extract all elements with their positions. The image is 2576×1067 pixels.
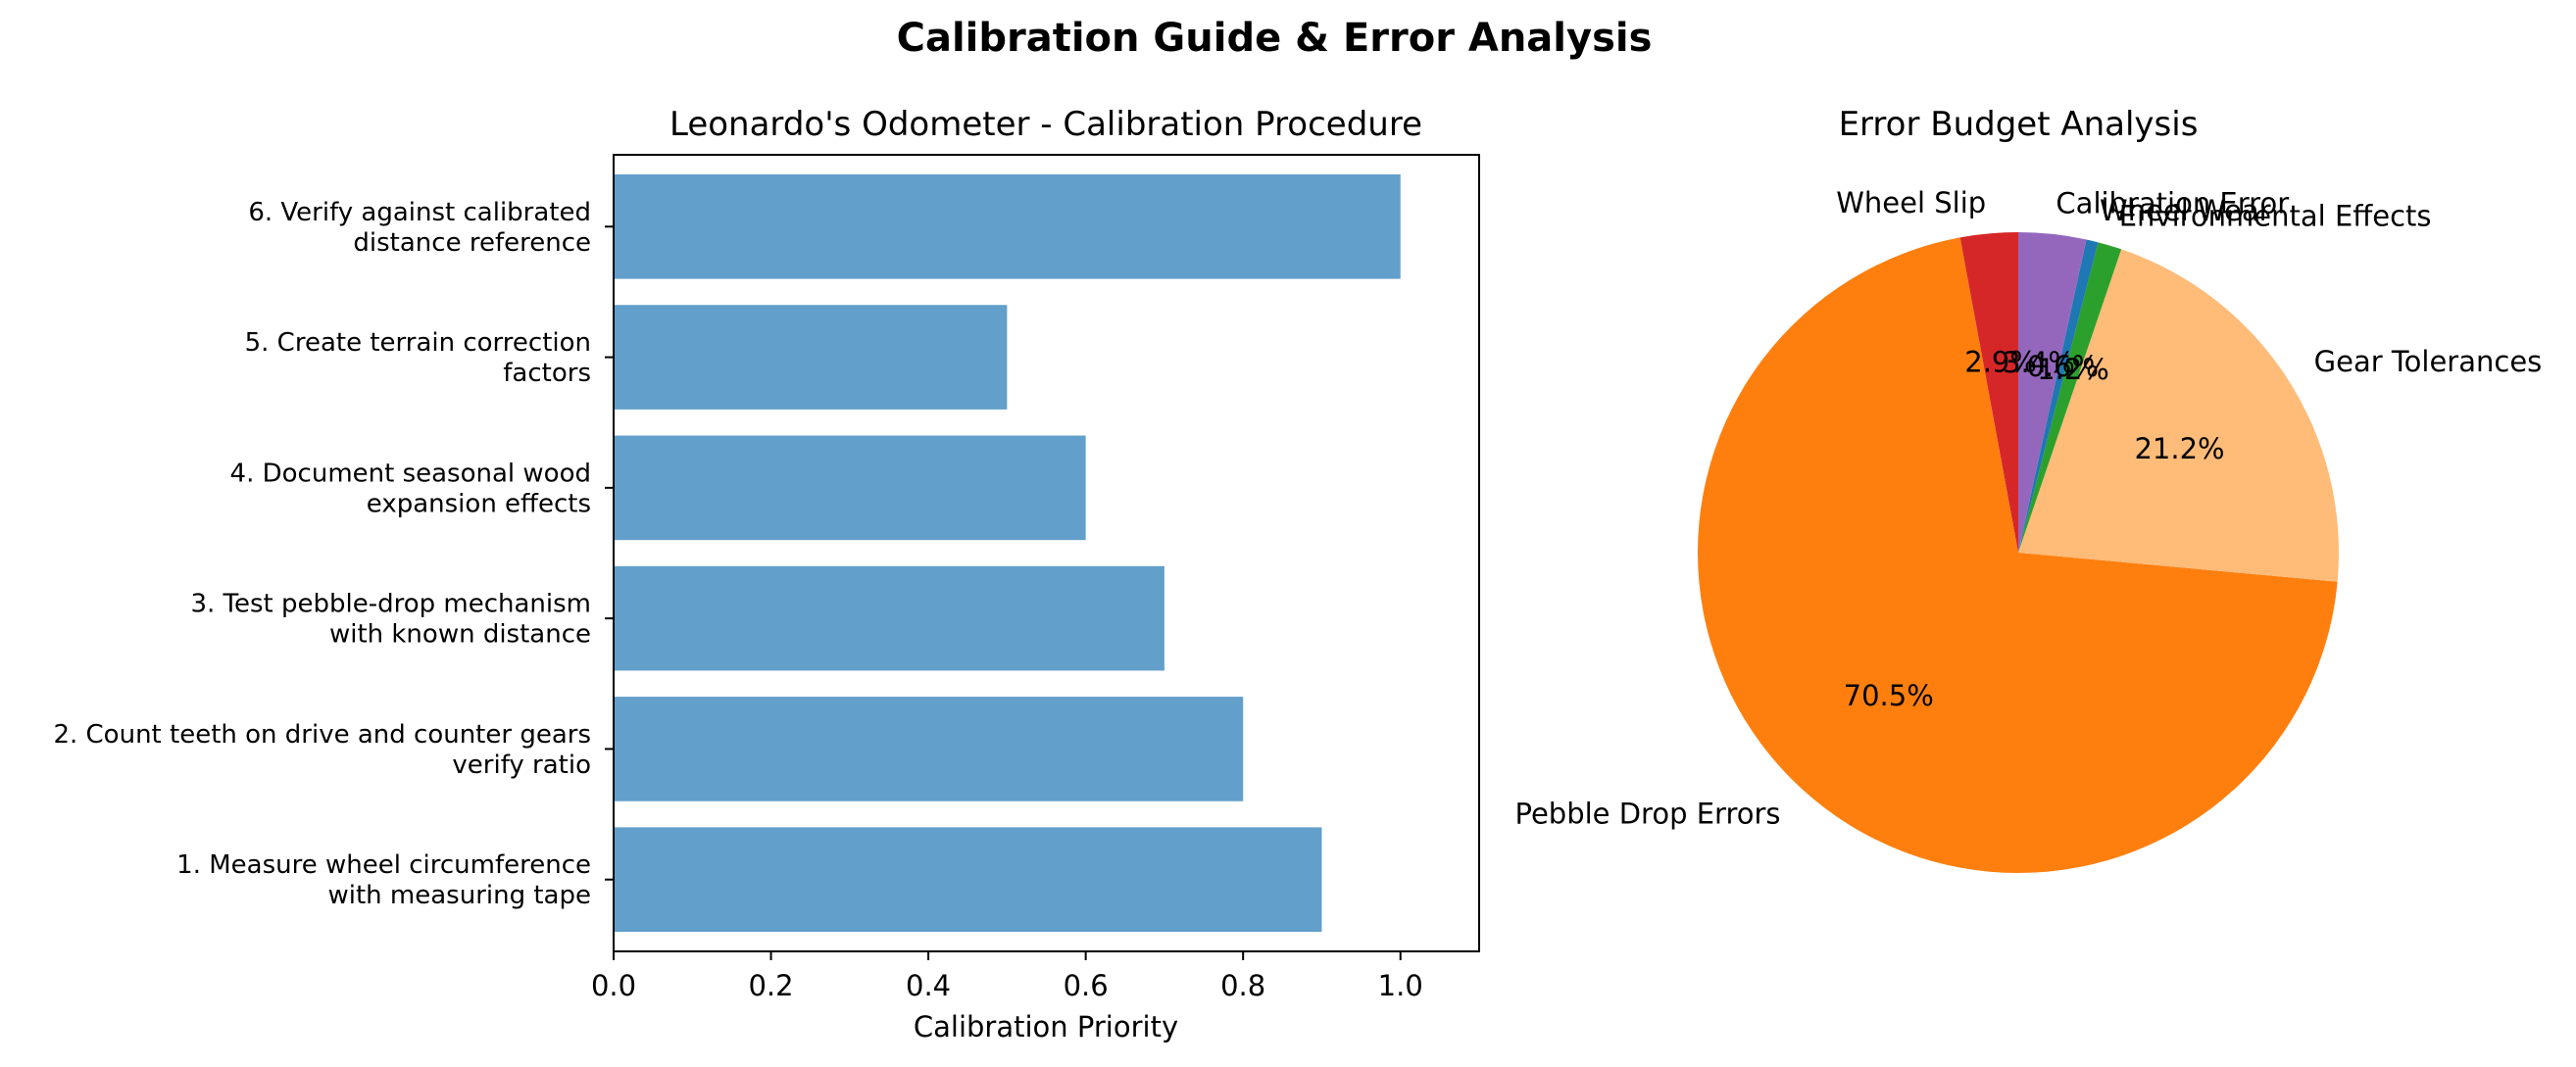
bar-1 <box>614 827 1322 933</box>
bar-chart-title: Leonardo's Odometer - Calibration Proced… <box>669 105 1422 144</box>
pie-pct-label: 70.5% <box>1844 679 1934 712</box>
x-tick-label: 0.4 <box>906 969 951 1002</box>
bar-chart-xlabel: Calibration Priority <box>914 1010 1178 1043</box>
pie-label: Wheel Slip <box>1836 186 1986 219</box>
pie-pct-label: 1.2% <box>2037 353 2109 386</box>
bar-category-label: 4. Document seasonal wood <box>230 459 591 488</box>
pie-label: Pebble Drop Errors <box>1515 798 1781 831</box>
figure-suptitle: Calibration Guide & Error Analysis <box>897 16 1653 61</box>
pie-label: Calibration Error <box>2056 186 2289 219</box>
bar-category-label: verify ratio <box>452 751 591 780</box>
bar-chart-frame <box>613 154 1480 952</box>
x-tick-label: 0.0 <box>591 969 636 1002</box>
bar-4 <box>614 435 1086 541</box>
pie-pct-label: 0.6% <box>2026 350 2099 383</box>
bar-category-label: 1. Measure wheel circumference <box>176 850 591 880</box>
bar-category-label: 5. Create terrain correction <box>245 328 591 358</box>
pie-label: Gear Tolerances <box>2314 345 2543 378</box>
x-tick-label: 0.2 <box>748 969 793 1002</box>
pie-slice-gear-tolerances <box>2018 249 2339 582</box>
pie-label: Environmental Effects <box>2119 199 2432 232</box>
bar-category-label: with measuring tape <box>328 881 592 910</box>
pie-chart-title: Error Budget Analysis <box>1839 105 2199 144</box>
pie-label: Wheel Wear <box>2100 194 2271 227</box>
x-tick-label: 0.6 <box>1064 969 1109 1002</box>
bar-category-label: expansion effects <box>367 489 591 518</box>
pie-slice-wheel-slip <box>1959 232 2018 553</box>
bar-category-label: 6. Verify against calibrated <box>248 198 591 227</box>
bar-6 <box>614 173 1401 279</box>
pie-slice-pebble-drop-errors <box>1698 237 2338 873</box>
pie-chart: Error Budget Analysis Wheel Slip 2.9% Pebb… <box>1515 105 2543 873</box>
bar-category-label: 2. Count teeth on drive and counter gear… <box>53 720 591 750</box>
pie-pct-label: 21.2% <box>2134 432 2224 465</box>
pie-slice-calibration-error <box>2018 232 2087 553</box>
bar-category-label: factors <box>503 359 591 388</box>
x-tick-label: 1.0 <box>1378 969 1423 1002</box>
bar-2 <box>614 697 1244 801</box>
bar-3 <box>614 565 1164 671</box>
pie-pct-label: 3.4% <box>2003 346 2075 379</box>
pie-slice-environmental-effects <box>2018 242 2122 553</box>
x-tick-label: 0.8 <box>1220 969 1265 1002</box>
pie-slice-wheel-wear <box>2018 239 2099 554</box>
bar-chart: Leonardo's Odometer - Calibration Proced… <box>53 105 1480 1043</box>
bar-category-label: distance reference <box>353 228 591 258</box>
bar-category-label: with known distance <box>329 620 591 650</box>
bar-category-label: 3. Test pebble-drop mechanism <box>190 590 591 619</box>
bar-5 <box>614 305 1008 410</box>
pie-pct-label: 2.9% <box>1964 346 2037 379</box>
